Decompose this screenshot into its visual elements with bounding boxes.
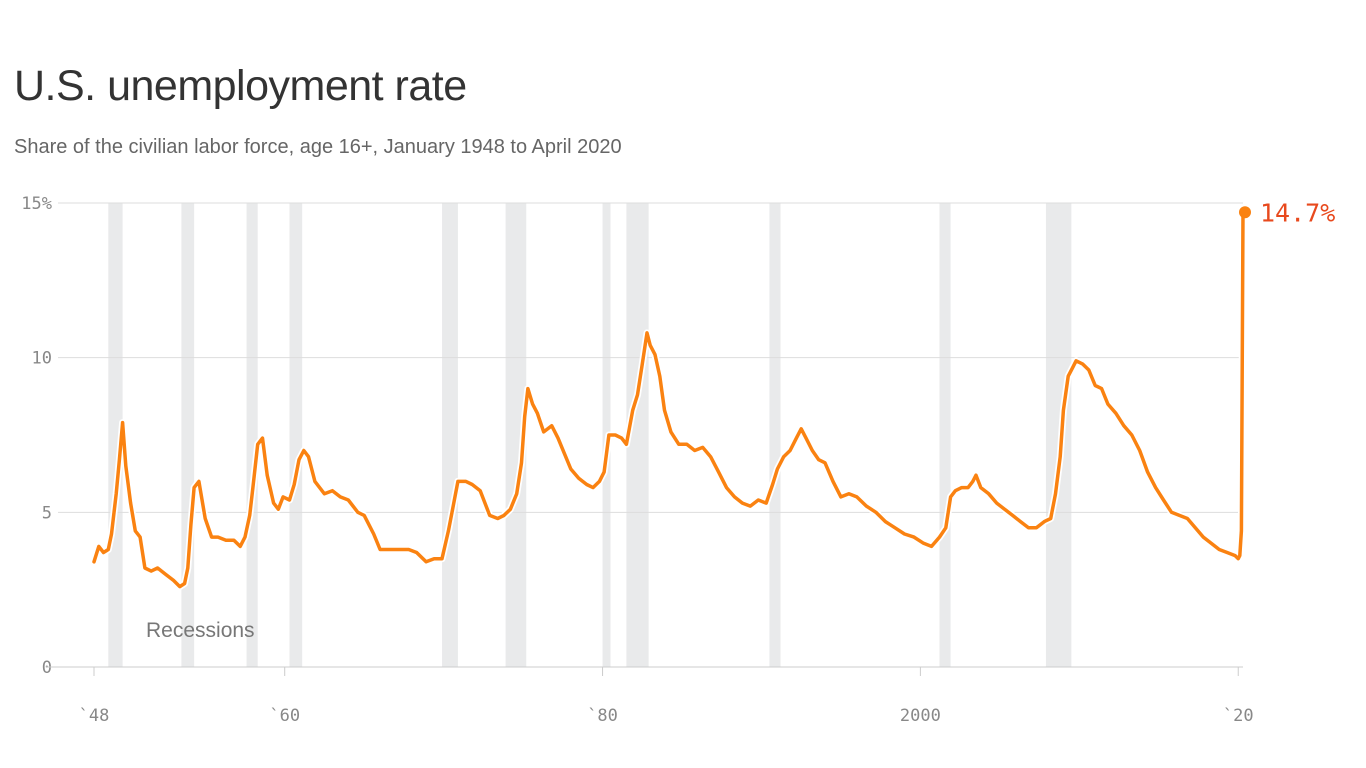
y-tick-label: 15% (21, 194, 52, 214)
recession-band (181, 203, 195, 667)
recession-band (108, 203, 123, 667)
end-value-label: 14.7% (1260, 198, 1335, 227)
chart-subtitle: Share of the civilian labor force, age 1… (14, 136, 622, 158)
end-marker: 14.7% (1239, 198, 1335, 227)
series-line (90, 208, 1247, 591)
x-tick-label: `60 (269, 706, 300, 726)
y-tick-label: 0 (42, 658, 52, 678)
series-line-path (92, 210, 1245, 589)
recession-band (505, 203, 527, 667)
x-tick-label: `48 (79, 706, 110, 726)
chart-title: U.S. unemployment rate (14, 62, 467, 110)
x-tick-label: `20 (1223, 706, 1254, 726)
end-point (1239, 206, 1251, 219)
x-tick-label: `80 (587, 706, 618, 726)
recession-band (626, 203, 649, 667)
recession-band (442, 203, 458, 667)
recession-band (289, 203, 303, 667)
recession-band (246, 203, 258, 667)
recessions-label: Recessions (146, 619, 255, 642)
x-axis-ticks: `48 `60 `80 2000 `20 (46, 666, 1254, 726)
y-axis-ticks: 0 5 10 15% (21, 194, 52, 678)
recession-band (939, 203, 951, 667)
y-tick-label: 5 (42, 503, 52, 523)
recession-band (769, 203, 781, 667)
y-tick-label: 10 (32, 349, 52, 369)
x-tick-label: 2000 (900, 706, 941, 726)
recession-bands (108, 203, 1072, 667)
